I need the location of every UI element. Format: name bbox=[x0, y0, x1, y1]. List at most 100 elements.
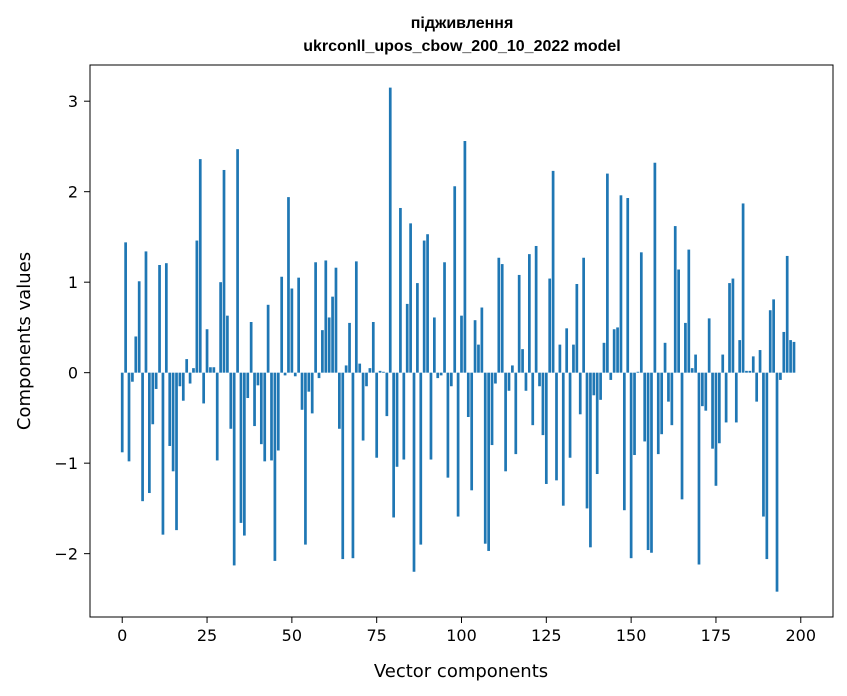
bar-191 bbox=[768, 310, 772, 373]
bar-50 bbox=[290, 288, 294, 373]
bar-167 bbox=[687, 249, 691, 373]
bar-96 bbox=[446, 372, 450, 478]
x-tick-label: 25 bbox=[197, 626, 217, 645]
bar-109 bbox=[490, 372, 494, 446]
bar-187 bbox=[755, 372, 759, 402]
bar-8 bbox=[148, 372, 151, 494]
bar-115 bbox=[511, 365, 514, 373]
bar-161 bbox=[667, 372, 670, 402]
bar-185 bbox=[748, 370, 752, 373]
bar-119 bbox=[524, 372, 528, 391]
bar-194 bbox=[779, 372, 782, 380]
x-tick-label: 75 bbox=[367, 626, 387, 645]
x-ticks-group: 0 25 50 75 100 125 150 175 200 bbox=[117, 617, 816, 645]
bar-163 bbox=[673, 226, 677, 373]
bar-4 bbox=[134, 336, 138, 373]
bar-189 bbox=[762, 372, 765, 517]
bar-66 bbox=[344, 365, 348, 373]
bar-104 bbox=[473, 320, 477, 373]
bar-184 bbox=[745, 370, 748, 373]
bar-34 bbox=[236, 149, 239, 373]
bar-30 bbox=[222, 169, 226, 373]
bar-59 bbox=[321, 330, 324, 373]
bar-3 bbox=[131, 372, 134, 382]
bar-129 bbox=[558, 344, 562, 373]
bar-41 bbox=[259, 372, 263, 445]
bar-127 bbox=[551, 170, 555, 373]
bar-118 bbox=[521, 349, 524, 373]
y-axis-label: Components values bbox=[14, 252, 35, 430]
bar-166 bbox=[684, 322, 687, 373]
bar-134 bbox=[575, 283, 579, 373]
y-tick-label: 3 bbox=[68, 92, 78, 111]
bar-12 bbox=[161, 372, 165, 535]
bar-192 bbox=[772, 299, 775, 373]
x-tick-label: 150 bbox=[616, 626, 647, 645]
bar-154 bbox=[643, 372, 647, 442]
bar-36 bbox=[243, 372, 246, 536]
bar-190 bbox=[765, 372, 769, 560]
bar-23 bbox=[198, 159, 202, 373]
y-tick-label: 2 bbox=[68, 183, 78, 202]
bar-116 bbox=[514, 372, 518, 455]
x-tick-label: 0 bbox=[117, 626, 127, 645]
bar-90 bbox=[426, 234, 429, 373]
bar-157 bbox=[653, 162, 657, 373]
bar-153 bbox=[639, 252, 643, 373]
bar-51 bbox=[293, 372, 297, 377]
bar-143 bbox=[606, 173, 609, 373]
plot-frame bbox=[89, 64, 834, 618]
bar-113 bbox=[504, 372, 507, 472]
bar-71 bbox=[361, 372, 365, 441]
bar-39 bbox=[253, 372, 256, 427]
bar-27 bbox=[212, 367, 216, 373]
x-axis-label: Vector components bbox=[374, 661, 548, 682]
bar-159 bbox=[660, 372, 664, 435]
bar-5 bbox=[137, 281, 141, 373]
bar-135 bbox=[578, 372, 582, 415]
bar-165 bbox=[680, 372, 684, 500]
bar-130 bbox=[561, 372, 565, 506]
bar-83 bbox=[402, 372, 406, 460]
bar-40 bbox=[256, 372, 260, 386]
bar-16 bbox=[175, 372, 178, 531]
bar-108 bbox=[487, 372, 490, 551]
bar-142 bbox=[602, 342, 606, 373]
bar-193 bbox=[775, 372, 779, 592]
bar-98 bbox=[453, 186, 457, 373]
bar-43 bbox=[266, 304, 270, 373]
bar-125 bbox=[544, 372, 548, 484]
bar-18 bbox=[181, 372, 185, 401]
bar-67 bbox=[348, 322, 351, 373]
bar-11 bbox=[158, 264, 161, 373]
bar-151 bbox=[633, 372, 636, 456]
bar-198 bbox=[792, 341, 796, 373]
bar-188 bbox=[758, 350, 762, 373]
bar-124 bbox=[541, 372, 545, 436]
bar-19 bbox=[185, 359, 189, 373]
bar-181 bbox=[734, 372, 738, 423]
bar-26 bbox=[209, 367, 212, 373]
y-tick-label: −1 bbox=[54, 454, 78, 473]
bar-6 bbox=[141, 372, 144, 502]
bar-46 bbox=[276, 372, 280, 451]
bar-20 bbox=[188, 372, 192, 384]
bar-21 bbox=[192, 368, 195, 373]
bar-33 bbox=[232, 372, 236, 566]
bar-93 bbox=[436, 372, 440, 379]
bar-77 bbox=[382, 371, 385, 373]
bar-123 bbox=[538, 372, 541, 387]
bar-168 bbox=[690, 368, 694, 373]
bar-85 bbox=[409, 223, 412, 373]
bar-137 bbox=[585, 372, 589, 509]
bar-57 bbox=[314, 262, 317, 373]
bar-76 bbox=[378, 370, 382, 373]
bar-2 bbox=[127, 372, 131, 462]
x-tick-label: 125 bbox=[531, 626, 562, 645]
bar-177 bbox=[721, 354, 725, 373]
bar-53 bbox=[300, 372, 304, 410]
bar-150 bbox=[629, 372, 633, 559]
bar-9 bbox=[151, 372, 155, 425]
bar-78 bbox=[385, 372, 389, 417]
